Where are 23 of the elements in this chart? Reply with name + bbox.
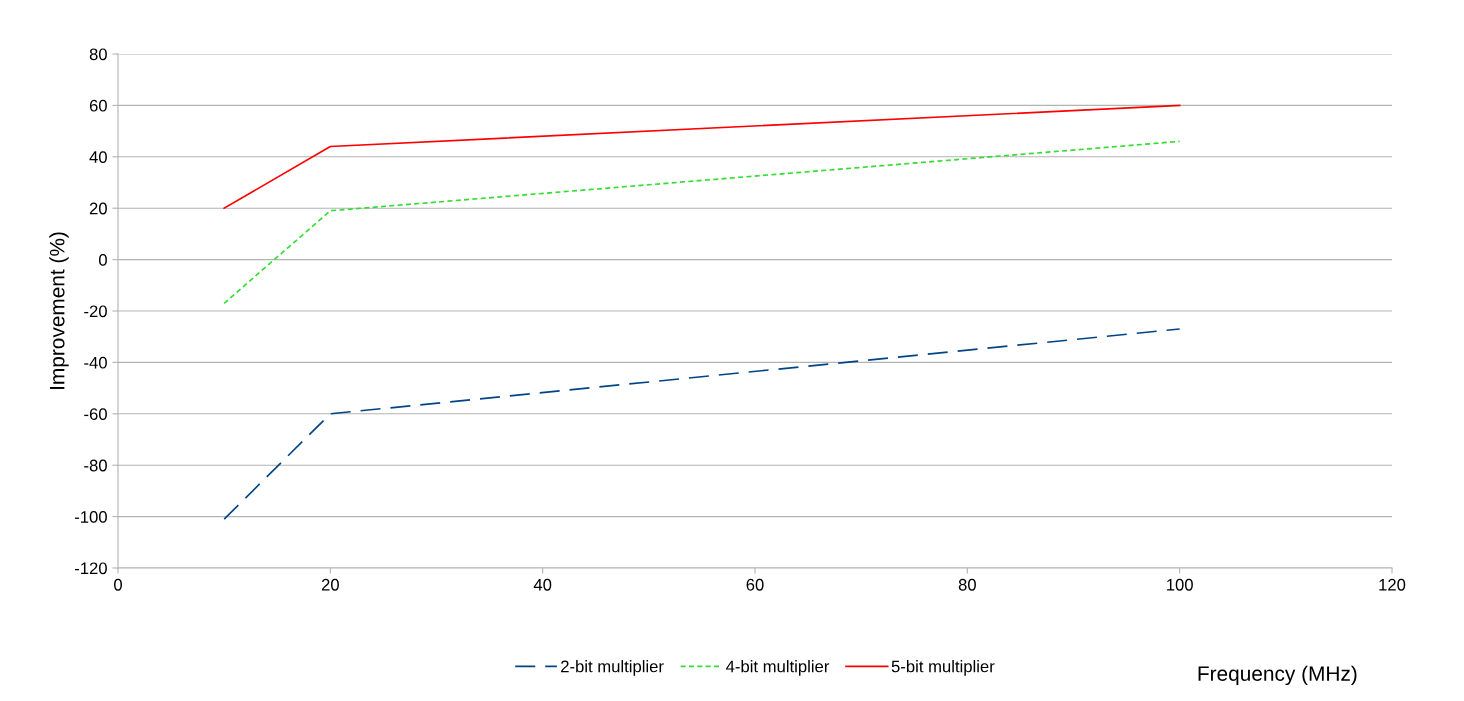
x-axis-title: Frequency (MHz) bbox=[1198, 665, 1357, 686]
y-tick-label: 80 bbox=[89, 48, 107, 61]
y-tick-label: 20 bbox=[89, 202, 107, 215]
y-tick-label: -80 bbox=[84, 459, 107, 472]
x-tick-label: 0 bbox=[114, 578, 122, 591]
y-tick-label: -20 bbox=[84, 305, 107, 318]
legend-label: 5-bit multiplier bbox=[891, 660, 995, 676]
x-tick-label: 60 bbox=[746, 578, 764, 591]
x-tick-label: 20 bbox=[321, 578, 339, 591]
y-tick-label: 60 bbox=[89, 99, 107, 112]
y-axis-title: Improvement (%) bbox=[49, 232, 69, 389]
y-tick-label: -120 bbox=[74, 562, 107, 575]
legend-label: 2-bit multiplier bbox=[561, 660, 664, 676]
y-tick-label: -40 bbox=[84, 356, 107, 369]
legend-label: 4-bit multiplier bbox=[726, 660, 830, 676]
x-tick-label: 120 bbox=[1379, 578, 1406, 591]
x-tick-label: 100 bbox=[1167, 578, 1193, 591]
y-tick-label: -60 bbox=[84, 408, 107, 420]
y-tick-label: -100 bbox=[74, 511, 107, 523]
y-tick-label: 0 bbox=[98, 254, 107, 266]
x-tick-label: 40 bbox=[533, 578, 552, 591]
y-tick-label: 40 bbox=[89, 151, 107, 163]
x-tick-label: 80 bbox=[958, 578, 976, 591]
